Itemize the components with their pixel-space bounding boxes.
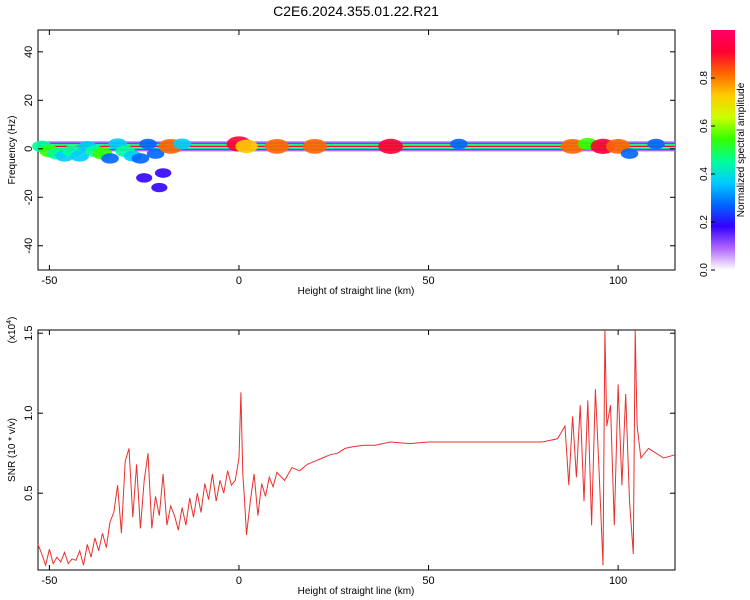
spectrogram-cell bbox=[172, 138, 192, 150]
x-tick-label: -50 bbox=[41, 575, 57, 587]
colorbar: 0.0 0.2 0.4 0.6 0.8 Normalized spectral ampl… bbox=[699, 30, 747, 277]
spectrogram-cell bbox=[235, 139, 258, 154]
snr-y-label: SNR (10 * v/v) bbox=[7, 418, 18, 482]
colorbar-tick-label: 0.0 bbox=[699, 263, 710, 277]
x-tick-label: -50 bbox=[41, 275, 57, 287]
spectrogram-x-label: Height of straight line (km) bbox=[298, 286, 415, 297]
spectrogram-cell bbox=[302, 138, 327, 154]
y-tick-label: 1.5 bbox=[23, 326, 35, 341]
x-tick-label: 0 bbox=[236, 575, 242, 587]
spectrogram-y-label: Frequency (Hz) bbox=[7, 116, 18, 185]
snr-x-label: Height of straight line (km) bbox=[298, 586, 415, 597]
spectrogram-cell bbox=[136, 173, 153, 183]
snr-y-ticks: 0.5 1.0 1.5 bbox=[23, 326, 675, 501]
x-tick-label: 50 bbox=[422, 275, 434, 287]
x-tick-label: 100 bbox=[609, 275, 627, 287]
spectrogram-cell bbox=[154, 168, 172, 178]
y-tick-label: 0.5 bbox=[23, 486, 35, 501]
snr-y-scale: (x104) bbox=[6, 317, 18, 344]
spectrogram-panel: -50 0 50 100 -40 -20 0 20 40 Height of straight… bbox=[7, 29, 676, 297]
y-tick-label: -40 bbox=[23, 238, 35, 254]
spectrogram-cell bbox=[450, 138, 468, 150]
spectrogram-cell bbox=[647, 138, 665, 150]
spectrogram-cell bbox=[146, 148, 165, 159]
chart-title: C2E6.2024.355.01.22.R21 bbox=[273, 3, 439, 19]
colorbar-tick-label: 0.6 bbox=[699, 119, 710, 133]
spectrogram-cell bbox=[620, 148, 639, 159]
x-tick-label: 50 bbox=[422, 575, 434, 587]
snr-series-line bbox=[37, 329, 676, 568]
colorbar-tick-label: 0.4 bbox=[699, 167, 710, 181]
spectrogram-cell bbox=[264, 138, 289, 154]
spectrogram-cell bbox=[101, 153, 119, 164]
colorbar-ticks: 0.0 0.2 0.4 0.6 0.8 bbox=[699, 71, 715, 277]
colorbar-gradient bbox=[711, 30, 735, 270]
spectrogram-cells bbox=[32, 136, 675, 193]
snr-frame bbox=[37, 329, 676, 571]
spectrogram-band bbox=[38, 145, 675, 148]
colorbar-tick-label: 0.2 bbox=[699, 215, 710, 229]
spectrogram-x-ticks: -50 0 50 100 bbox=[41, 30, 627, 287]
y-tick-label: -20 bbox=[23, 189, 35, 205]
y-tick-label: 20 bbox=[23, 94, 35, 106]
spectrogram-cell bbox=[70, 150, 90, 162]
spectrogram-y-ticks: -40 -20 0 20 40 bbox=[23, 46, 675, 254]
spectrogram-cell bbox=[151, 182, 168, 193]
spectrogram-cell bbox=[378, 138, 404, 154]
y-tick-label: 40 bbox=[23, 46, 35, 58]
y-tick-label: 1.0 bbox=[23, 406, 35, 421]
y-tick-label: 0 bbox=[23, 146, 35, 152]
spectrogram-cell bbox=[139, 138, 157, 150]
colorbar-tick-label: 0.8 bbox=[699, 71, 710, 85]
x-tick-label: 100 bbox=[609, 575, 627, 587]
spectrogram-cell bbox=[131, 153, 150, 164]
snr-panel: -50 0 50 100 0.5 1.0 1.5 Height of straight l… bbox=[6, 317, 676, 597]
colorbar-label: Normalized spectral amplitude bbox=[736, 82, 747, 217]
x-tick-label: 0 bbox=[236, 275, 242, 287]
snr-x-ticks: -50 0 50 100 bbox=[41, 330, 627, 587]
